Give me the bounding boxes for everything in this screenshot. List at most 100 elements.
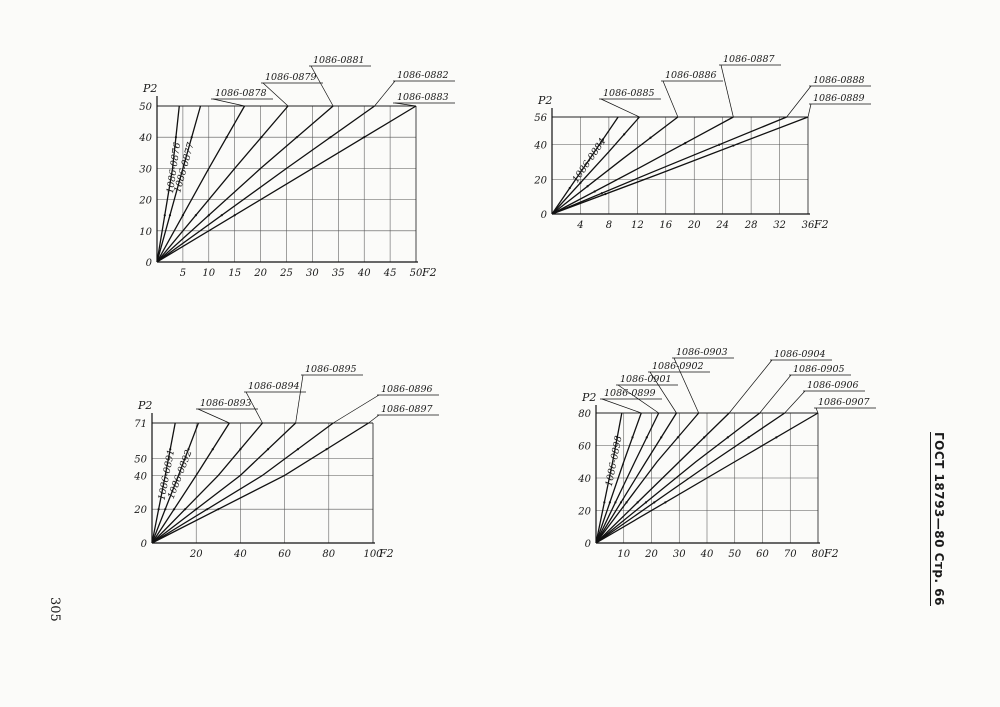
y-tick-label: 40 [138, 133, 152, 144]
series-point [703, 436, 706, 439]
x-tick-label: 25 [279, 268, 293, 279]
series-label-1086-0882: 1086-0882 [397, 70, 449, 81]
x-axis-label: F2 [813, 218, 829, 231]
series-point [775, 436, 778, 439]
series-label-1086-0907: 1086-0907 [818, 397, 871, 408]
series-line-1086-0898 [595, 412, 623, 544]
series-point [586, 185, 589, 188]
series-leader-line [197, 408, 230, 424]
series-label-1086-0895: 1086-0895 [305, 364, 357, 375]
x-tick-label: 40 [700, 549, 714, 560]
x-tick-label: 30 [673, 549, 686, 560]
series-line-1086-0906 [595, 412, 786, 544]
series-line-1086-0877 [156, 105, 202, 263]
series-point [726, 436, 729, 439]
series-line-1086-0907 [595, 412, 819, 544]
series-point [206, 508, 209, 511]
series-point [660, 436, 663, 439]
series-line-1086-0902 [595, 412, 678, 544]
series-point [363, 136, 366, 139]
x-tick-label: 40 [357, 268, 371, 279]
series-point [195, 508, 198, 511]
y-axis-label: P2 [537, 94, 552, 107]
series-point [619, 501, 623, 504]
series-label-1086-0906: 1086-0906 [807, 380, 859, 391]
series-leader-line [662, 80, 679, 118]
x-tick-label: 20 [644, 549, 658, 560]
y-tick-label: 20 [577, 507, 591, 518]
series-point [625, 501, 628, 504]
series-leader-line [262, 82, 289, 107]
series-line-1086-0895 [151, 422, 297, 544]
series-leader-line [759, 374, 792, 414]
series-line-1086-0876 [156, 105, 180, 263]
series-leader-line [673, 357, 699, 414]
y-tick-label: 0 [541, 210, 548, 221]
x-tick-label: 50 [728, 549, 741, 560]
series-label-1086-0889: 1086-0889 [813, 93, 865, 104]
y-tick-label: 60 [578, 442, 591, 453]
series-point [239, 448, 242, 451]
x-tick-label: 80 [812, 549, 825, 560]
x-axis-label: F2 [378, 547, 394, 560]
series-point [649, 136, 652, 139]
series-label-1086-0897: 1086-0897 [381, 404, 434, 415]
series-point [220, 214, 223, 217]
series-point [169, 448, 172, 451]
series-point [664, 501, 667, 504]
series-leader-line [333, 394, 380, 424]
x-tick-label: 24 [715, 220, 729, 231]
series-point [603, 501, 606, 504]
series-point [747, 436, 750, 439]
series-line-1086-0903 [595, 412, 700, 544]
series-leader-line [310, 65, 334, 107]
x-tick-label: 4 [576, 220, 583, 231]
series-leader-line [815, 407, 819, 414]
series-point [636, 501, 639, 504]
series-point [211, 448, 214, 451]
series-line-1086-0887 [551, 116, 734, 215]
x-tick-label: 45 [383, 268, 397, 279]
series-line-1086-0904 [595, 412, 730, 544]
series-line-1086-0885 [551, 116, 640, 215]
series-point [623, 133, 626, 136]
x-tick-label: 80 [322, 549, 335, 560]
series-point [600, 192, 603, 195]
series-leader-line [784, 390, 806, 414]
x-tick-label: 8 [606, 220, 612, 231]
series-label-1086-0898: 1086-0898 [604, 435, 625, 488]
x-axis-label: F2 [823, 547, 839, 560]
series-point [163, 214, 166, 217]
y-tick-label: 20 [533, 175, 547, 186]
series-point [631, 436, 634, 439]
series-line-1086-0893 [151, 422, 230, 544]
series-label-1086-0885: 1086-0885 [603, 88, 655, 99]
series-line-1086-0878 [156, 105, 246, 263]
series-leader-line [295, 374, 304, 424]
series-leader-line [394, 102, 417, 107]
series-label-1086-0886: 1086-0886 [665, 70, 717, 81]
y-tick-label: 0 [146, 258, 153, 269]
series-leader-line [600, 98, 640, 118]
series-point [184, 508, 187, 511]
x-tick-label: 10 [202, 268, 215, 279]
series-point [329, 136, 332, 139]
series-label-1086-0905: 1086-0905 [793, 364, 845, 375]
x-tick-label: 28 [744, 220, 758, 231]
series-point [207, 214, 210, 217]
y-tick-label: 0 [585, 539, 592, 550]
series-point [233, 214, 236, 217]
series-point [614, 501, 617, 504]
x-tick-label: 15 [228, 268, 241, 279]
series-point [579, 181, 582, 184]
series-leader-line [807, 103, 812, 118]
series-leader-line [649, 371, 677, 414]
series-leader-line [728, 359, 773, 414]
series-point [653, 501, 656, 504]
series-label-1086-0881: 1086-0881 [313, 55, 365, 66]
series-point [174, 136, 178, 139]
series-point [676, 436, 679, 439]
series-line-1086-0894 [151, 422, 263, 544]
series-label-1086-0901: 1086-0901 [620, 374, 672, 385]
